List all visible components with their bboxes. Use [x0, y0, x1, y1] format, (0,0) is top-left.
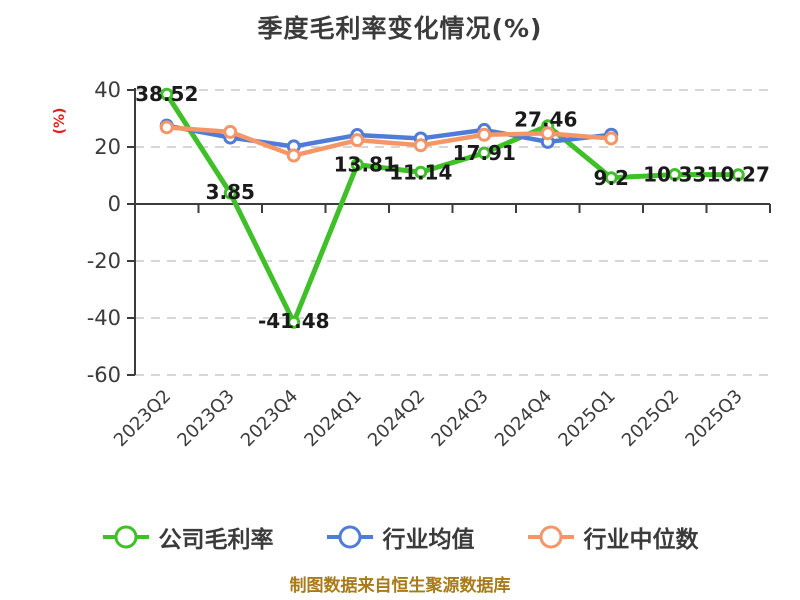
line-marker-icon	[102, 525, 149, 549]
value-label: -41.48	[258, 309, 330, 333]
value-label: 13.81	[334, 153, 397, 177]
y-tick-label: -20	[87, 249, 121, 273]
value-label: 10.27	[707, 163, 770, 187]
legend-item-company-margin[interactable]: 公司毛利率	[102, 520, 274, 554]
y-tick-label: -40	[87, 306, 121, 330]
data-point-marker	[159, 120, 174, 135]
value-label: 27.46	[514, 108, 577, 132]
y-tick-label: 0	[108, 192, 121, 216]
x-axis-label: 2024Q4	[491, 386, 556, 451]
y-tick-label: -60	[87, 363, 121, 387]
y-tick-label: 20	[94, 135, 121, 159]
data-point-marker	[287, 315, 301, 329]
value-label: 11.14	[389, 160, 452, 184]
legend-item-industry-mean[interactable]: 行业均值	[326, 520, 475, 554]
value-label: 9.2	[594, 166, 629, 190]
x-axis-label: 2025Q2	[618, 386, 683, 451]
legend-label-company-margin: 公司毛利率	[158, 527, 274, 553]
legend-item-industry-median[interactable]: 行业中位数	[527, 520, 699, 554]
series-line-0	[164, 91, 741, 325]
data-point-marker	[223, 186, 237, 200]
data-point-marker	[223, 124, 238, 139]
x-axis-label: 2023Q4	[237, 386, 302, 451]
data-point-marker	[477, 146, 491, 160]
value-label: 38.52	[135, 82, 198, 106]
data-point-marker	[477, 127, 492, 142]
data-point-marker	[160, 87, 174, 101]
data-point-marker	[540, 126, 555, 141]
line-marker-icon	[326, 525, 373, 549]
legend-label-industry-mean: 行业均值	[382, 527, 475, 553]
data-point-marker	[731, 168, 745, 182]
data-point-marker	[604, 131, 619, 146]
data-point-marker	[668, 168, 682, 182]
value-label: 17.91	[453, 141, 516, 165]
data-point-marker	[350, 133, 365, 148]
x-axis-label: 2024Q1	[300, 386, 365, 451]
value-label: 3.85	[206, 180, 255, 204]
value-label: 10.33	[643, 163, 706, 187]
chart-legend: 公司毛利率 行业均值 行业中位数	[0, 520, 800, 554]
legend-label-industry-median: 行业中位数	[583, 527, 699, 553]
data-point-marker	[350, 158, 364, 172]
x-axis-label: 2025Q3	[681, 386, 746, 451]
x-axis-label: 2024Q2	[364, 386, 429, 451]
line-marker-icon	[527, 525, 574, 549]
data-point-marker	[414, 165, 428, 179]
series-line-2	[164, 125, 614, 158]
data-point-marker	[604, 171, 618, 185]
data-source-note: 制图数据来自恒生聚源数据库	[289, 576, 511, 596]
data-point-marker	[286, 148, 301, 163]
x-axis-label: 2023Q3	[173, 386, 238, 451]
x-axis-label: 2023Q2	[110, 386, 175, 451]
chart-title: 季度毛利率变化情况(%)	[257, 14, 543, 43]
data-point-marker	[413, 138, 428, 153]
x-axis-label: 2025Q1	[554, 386, 619, 451]
y-tick-label: 40	[94, 78, 121, 102]
x-axis-label: 2024Q3	[427, 386, 492, 451]
series-line-1	[164, 123, 614, 149]
